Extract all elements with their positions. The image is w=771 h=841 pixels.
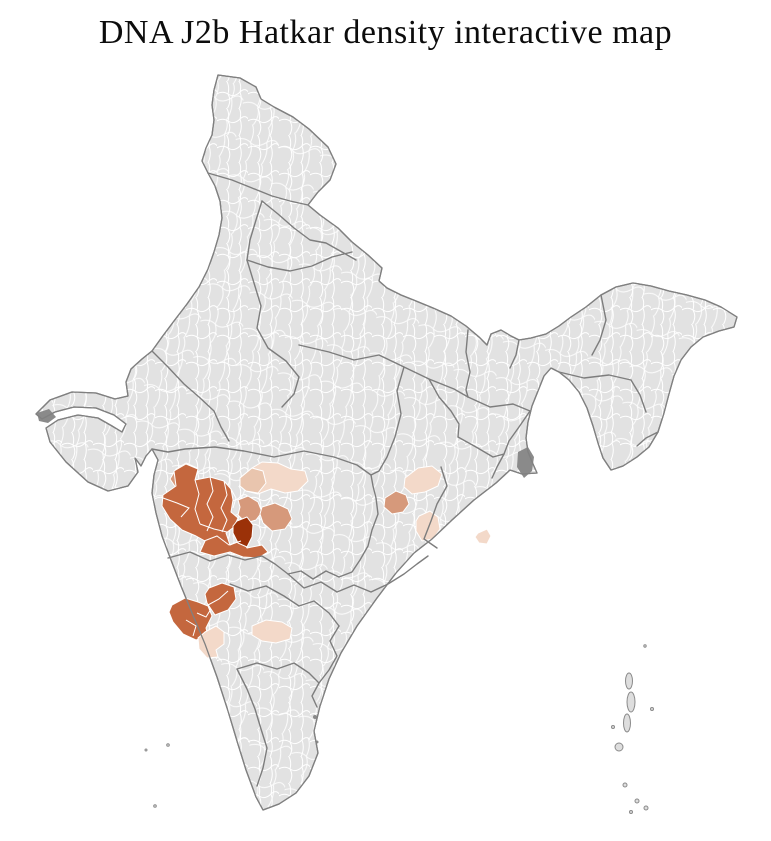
lakshadweep-speck-2 xyxy=(144,748,148,752)
islands xyxy=(144,644,654,814)
nicobar-speck-1 xyxy=(622,782,628,788)
shaded-district-ap-peach[interactable] xyxy=(251,619,293,644)
shaded-district-odisha-peach-n[interactable] xyxy=(403,465,443,495)
state-borders xyxy=(151,172,659,787)
lakshadweep-speck-3 xyxy=(153,804,157,808)
shaded-district-peachmid-inner[interactable] xyxy=(239,467,267,494)
shaded-districts-layer xyxy=(161,461,492,659)
shaded-district-salmon-east2[interactable] xyxy=(259,502,293,532)
shaded-district-salmon-east1[interactable] xyxy=(237,495,263,524)
island-speck-1 xyxy=(643,644,647,648)
andaman-island-1 xyxy=(625,672,633,690)
nicobar-speck-4 xyxy=(629,810,633,814)
island-speck-2 xyxy=(650,707,654,711)
lakshadweep-speck-1 xyxy=(166,743,170,747)
subdistrict-lines xyxy=(162,476,242,637)
coast-dot-1 xyxy=(313,715,317,719)
andaman-island-3 xyxy=(623,713,631,733)
andaman-island-2 xyxy=(626,691,636,713)
shaded-district-karnataka-peach[interactable] xyxy=(197,625,225,659)
shaded-district-darkest[interactable] xyxy=(232,516,254,548)
shaded-district-odisha-peach-e[interactable] xyxy=(474,528,492,545)
page-title: DNA J2b Hatkar density interactive map xyxy=(98,14,673,51)
shaded-district-karnataka-orange1[interactable] xyxy=(204,582,237,616)
nicobar-speck-2 xyxy=(634,798,640,804)
andaman-island-4 xyxy=(614,742,624,752)
shaded-district-odisha-peach-s[interactable] xyxy=(415,510,441,542)
nicobar-speck-3 xyxy=(643,805,649,811)
island-speck-3 xyxy=(611,725,615,729)
shaded-district-odisha-salmon[interactable] xyxy=(383,490,410,515)
